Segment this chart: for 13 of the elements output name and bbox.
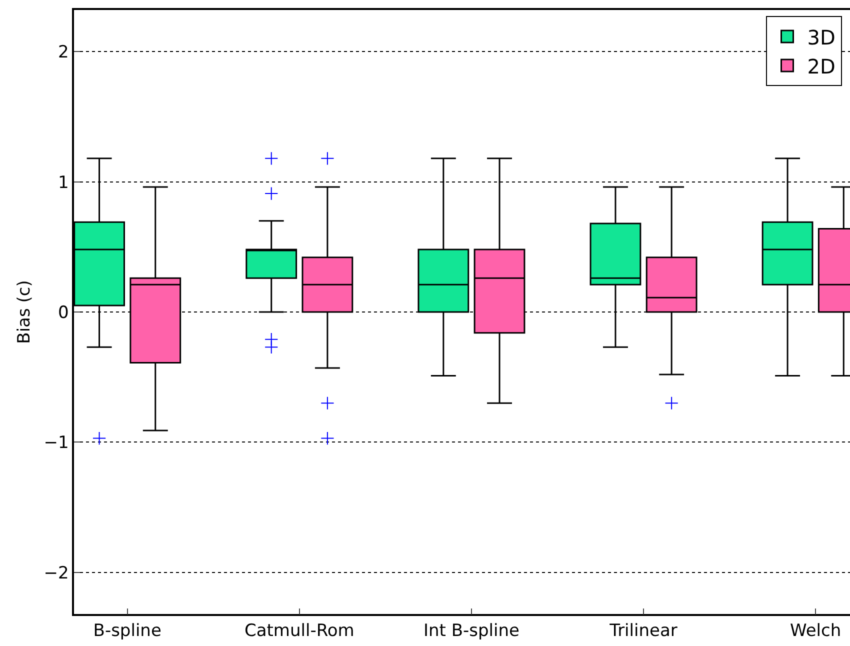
legend-label: 2D — [807, 54, 836, 78]
legend-label: 3D — [807, 25, 836, 50]
y-tick-label: 2 — [58, 42, 69, 63]
x-tick-label: Catmull-Rom — [244, 621, 354, 642]
x-tick-label: B-spline — [93, 621, 162, 642]
y-tick-label: −2 — [44, 563, 69, 584]
x-tick-label: Welch — [790, 621, 842, 642]
y-tick-label: 1 — [58, 172, 69, 193]
x-tick-label: Int B-spline — [423, 621, 520, 642]
y-tick-label: 0 — [58, 302, 69, 323]
x-tick-label: Trilinear — [608, 621, 678, 642]
y-tick-label: −1 — [44, 433, 69, 454]
y-axis-title: Bias (c) — [14, 280, 34, 344]
